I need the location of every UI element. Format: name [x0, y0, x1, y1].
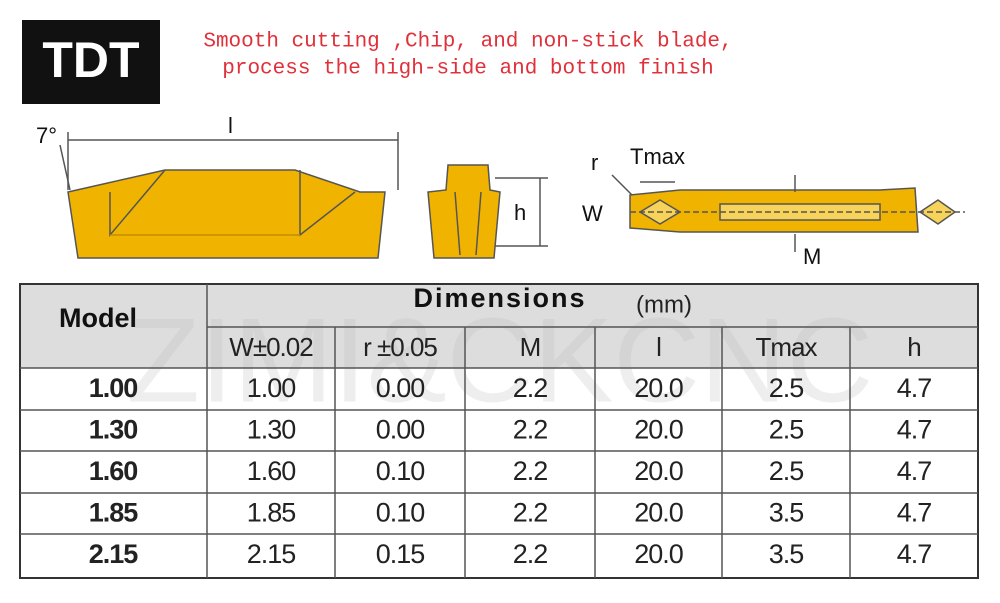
insert-side-view: [59, 132, 399, 259]
table-cell: 2.5: [769, 373, 804, 403]
tagline: process the high-side and bottom finish: [222, 58, 713, 81]
table-cell: 1.60: [247, 456, 296, 486]
logo: TDT: [42, 32, 139, 88]
table-cell: 0.10: [376, 498, 425, 528]
table-cell: 4.7: [897, 539, 932, 569]
table-cell: 3.5: [769, 539, 804, 569]
table-cell: 0.00: [376, 373, 425, 403]
insert-top-view: [611, 174, 965, 252]
table-cell: 4.7: [897, 415, 932, 445]
length-label: l: [228, 113, 233, 138]
table-cell: 4.7: [897, 456, 932, 486]
logo-box: [22, 20, 160, 104]
model-cell: 1.00: [89, 373, 138, 403]
column-header: W±0.02: [229, 332, 313, 362]
unit: (mm): [636, 291, 692, 318]
model-header: Model: [59, 303, 137, 333]
watermark: ZIMI&CKCNC: [127, 294, 874, 428]
insert-front-view: [427, 164, 548, 259]
table-cell: 1.85: [247, 498, 296, 528]
table-cell: 1.30: [247, 415, 296, 445]
model-cell: 2.15: [89, 539, 139, 569]
table-cell: 20.0: [634, 498, 683, 528]
m-label: M: [803, 244, 821, 269]
table-border: [19, 283, 979, 579]
tmax-label: Tmax: [630, 144, 685, 169]
table-cell: 2.2: [513, 373, 548, 403]
table-cell: 0.10: [376, 456, 425, 486]
table-cell: 20.0: [634, 415, 683, 445]
table-cell: 2.2: [513, 415, 548, 445]
model-cell: 1.30: [89, 415, 138, 445]
model-cell: 1.60: [89, 456, 138, 486]
table-cell: 20.0: [634, 456, 683, 486]
table-cell: 2.15: [247, 539, 296, 569]
table-cell: 0.00: [376, 415, 425, 445]
table-cell: 2.5: [769, 456, 804, 486]
group-header: Dimensions: [413, 283, 586, 313]
column-header: l: [656, 332, 661, 362]
table-cell: 4.7: [897, 498, 932, 528]
table-header-bg: [20, 284, 978, 368]
height-label: h: [514, 200, 526, 225]
table-cell: 2.2: [513, 498, 548, 528]
radius-label: r: [591, 150, 598, 175]
table-cell: 4.7: [897, 373, 932, 403]
table-cell: 20.0: [634, 373, 683, 403]
table-cell: 2.2: [513, 456, 548, 486]
table-cell: 2.2: [513, 539, 548, 569]
table-cell: 0.15: [376, 539, 425, 569]
column-header: h: [907, 332, 920, 362]
width-label: W: [582, 201, 603, 226]
table-cell: 20.0: [634, 539, 683, 569]
column-header: M: [520, 332, 541, 362]
table-cell: 3.5: [769, 498, 804, 528]
table-cell: 1.00: [247, 373, 296, 403]
column-header: r ±0.05: [363, 332, 437, 362]
angle-label: 7°: [36, 123, 57, 148]
model-cell: 1.85: [89, 498, 139, 528]
table-cell: 2.5: [769, 415, 804, 445]
column-header: Tmax: [756, 332, 818, 362]
tagline: Smooth cutting ,Chip, and non-stick blad…: [203, 31, 732, 54]
